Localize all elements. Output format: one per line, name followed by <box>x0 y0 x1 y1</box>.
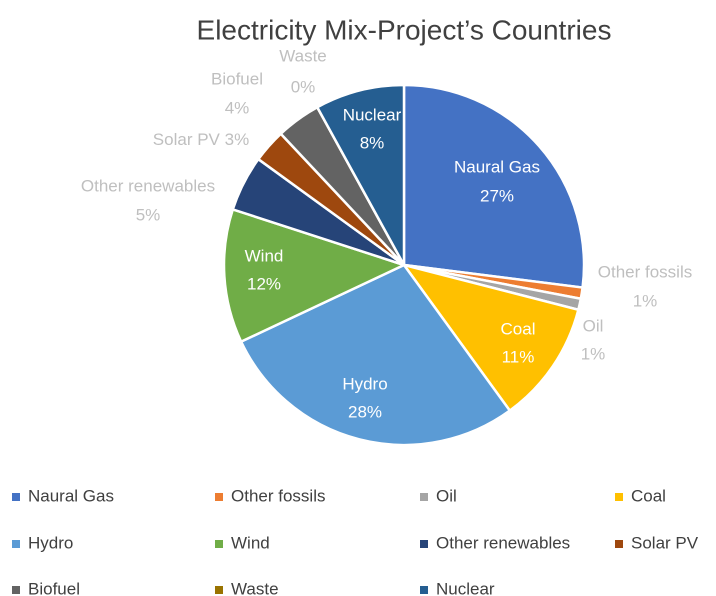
pie-slice <box>315 83 406 266</box>
legend-entry: Coal <box>615 486 666 505</box>
slice-value: 5% <box>136 205 161 224</box>
legend-label: Biofuel <box>28 579 80 596</box>
pie-slice <box>402 83 586 289</box>
legend-swatch <box>215 540 223 548</box>
slice-value: 11% <box>502 347 535 366</box>
legend-entry: Waste <box>215 579 279 596</box>
legend-label: Naural Gas <box>28 486 114 505</box>
legend-entry: Nuclear <box>420 579 495 596</box>
slice-value: 1% <box>581 344 606 363</box>
pie <box>222 83 586 447</box>
slice-labels: Naural Gas 27% Other fossils 1% Oil 1% Coal 11%… <box>81 46 692 421</box>
slice-category: Naural Gas <box>454 157 540 176</box>
slice-value: 27% <box>480 186 514 205</box>
legend-swatch <box>12 586 20 594</box>
legend-swatch <box>12 540 20 548</box>
legend-label: Other renewables <box>436 533 570 552</box>
slice-label: Solar PV 3% <box>153 130 249 149</box>
legend-label: Wind <box>231 533 270 552</box>
legend-swatch <box>420 493 428 501</box>
pie-slice <box>239 263 512 447</box>
slice-category: Other fossils <box>598 262 692 281</box>
slice-category: Biofuel <box>211 69 263 88</box>
legend-entry: Naural Gas <box>12 486 114 505</box>
legend-swatch <box>215 493 223 501</box>
legend-swatch <box>420 586 428 594</box>
slice-category: Waste <box>279 46 327 65</box>
slice-category: Wind <box>245 246 284 265</box>
legend-label: Solar PV <box>631 533 699 552</box>
legend-entry: Hydro <box>12 533 73 552</box>
legend-label: Other fossils <box>231 486 325 505</box>
legend-swatch <box>615 540 623 548</box>
slice-category: Hydro <box>342 374 387 393</box>
legend-swatch <box>12 493 20 501</box>
legend-label: Nuclear <box>436 579 495 596</box>
legend-swatch <box>420 540 428 548</box>
legend-label: Waste <box>231 579 279 596</box>
legend-label: Hydro <box>28 533 73 552</box>
legend-entry: Oil <box>420 486 457 505</box>
legend-label: Oil <box>436 486 457 505</box>
slice-value: 1% <box>633 291 658 310</box>
slice-value: 0% <box>291 77 316 96</box>
slice-category: Coal <box>501 319 536 338</box>
pie-slice <box>400 262 580 413</box>
pie-slice <box>222 207 408 344</box>
slice-category: Oil <box>583 316 604 335</box>
legend-label: Coal <box>631 486 666 505</box>
legend-entry: Other fossils <box>215 486 325 505</box>
slice-value: 3% <box>225 130 250 149</box>
slice-category: Solar PV <box>153 130 221 149</box>
slice-value: 4% <box>225 98 250 117</box>
slice-value: 8% <box>360 133 385 152</box>
legend-entry: Biofuel <box>12 579 80 596</box>
slice-value: 12% <box>247 274 281 293</box>
legend: Naural Gas Other fossils Oil Coal Hydro Wind O… <box>12 486 699 596</box>
legend-entry: Wind <box>215 533 270 552</box>
slice-category: Other renewables <box>81 176 215 195</box>
slice-value: 28% <box>348 402 382 421</box>
legend-swatch <box>215 586 223 594</box>
slice-category: Nuclear <box>343 105 402 124</box>
legend-entry: Solar PV <box>615 533 699 552</box>
chart-title: Electricity Mix-Project’s Countries <box>197 14 612 45</box>
legend-swatch <box>615 493 623 501</box>
legend-entry: Other renewables <box>420 533 570 552</box>
